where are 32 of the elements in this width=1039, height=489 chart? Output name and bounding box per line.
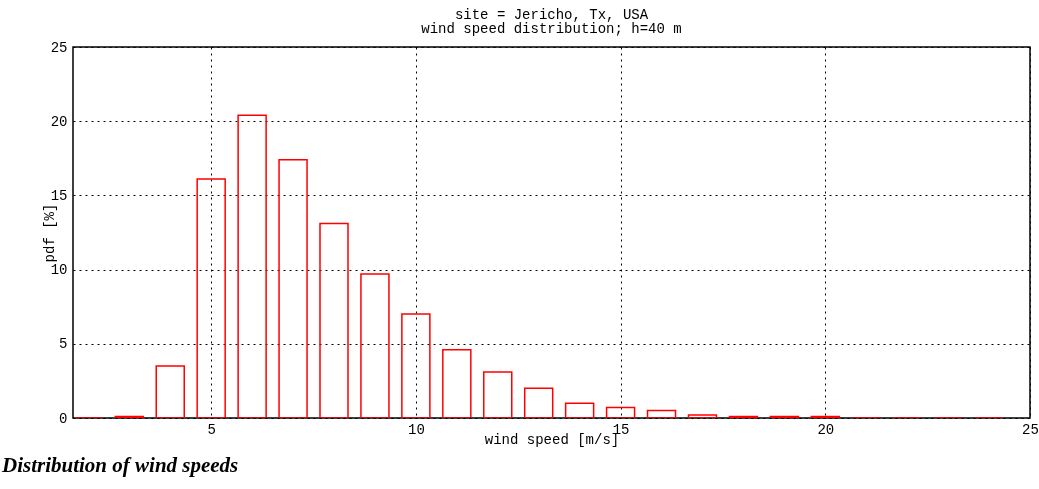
y-tick-label: 20 <box>50 113 68 130</box>
chart-subtitle: wind speed distribution; h=40 m <box>421 21 682 37</box>
x-tick-label: 5 <box>207 421 216 438</box>
y-tick-label: 15 <box>50 187 68 204</box>
text: Distribution of wind speeds <box>2 452 240 478</box>
bar <box>810 415 841 418</box>
x-tick-label: 10 <box>407 421 425 438</box>
y-tick-label: 0 <box>59 410 68 427</box>
bar <box>687 414 718 418</box>
bar <box>196 178 226 418</box>
x-tick-label: 25 <box>1022 421 1039 438</box>
bar <box>564 402 595 418</box>
bar <box>646 409 677 418</box>
bar <box>442 348 472 418</box>
bar <box>114 415 145 418</box>
x-tick-label: 20 <box>817 421 835 438</box>
bar <box>605 406 636 418</box>
y-tick-label: 25 <box>50 39 68 56</box>
bar <box>523 387 554 418</box>
bar <box>319 222 349 418</box>
chart-title: site = Jericho, Tx, USA <box>454 7 649 23</box>
y-tick-label: 10 <box>50 262 68 279</box>
bar <box>155 365 185 418</box>
bar <box>728 415 759 418</box>
bar <box>401 313 431 418</box>
bar <box>483 371 513 418</box>
bar <box>769 415 800 418</box>
bar <box>278 159 308 418</box>
bar <box>360 273 390 418</box>
y-axis-title: pdf [%] <box>41 203 58 263</box>
y-tick-label: 5 <box>59 336 68 353</box>
bar <box>237 114 267 418</box>
